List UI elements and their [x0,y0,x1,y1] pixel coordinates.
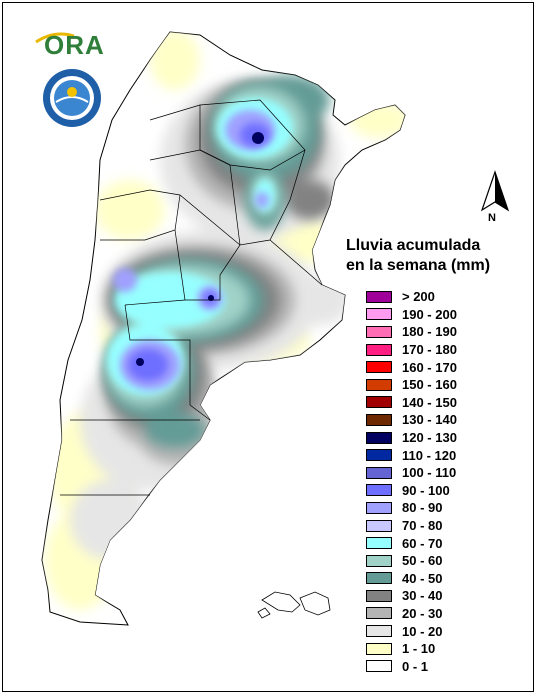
ora-logo-text: ORA [44,30,105,60]
legend-item: 130 - 140 [366,411,457,429]
legend-swatch [366,554,392,567]
legend-label: 1 - 10 [402,641,436,657]
legend-label: 120 - 130 [402,430,457,446]
legend-label: 90 - 100 [402,482,450,498]
legend-item: 0 - 1 [366,657,457,675]
legend-item: 1 - 10 [366,640,457,658]
legend-label: 180 - 190 [402,324,457,340]
legend-swatch [366,290,392,303]
legend-label: 20 - 30 [402,605,443,621]
legend-label: 130 - 140 [402,412,457,428]
legend-item: 30 - 40 [366,587,457,605]
legend-label: 30 - 40 [402,588,443,604]
legend-label: 50 - 60 [402,553,443,569]
legend-item: 150 - 160 [366,376,457,394]
legend-swatch [366,607,392,620]
legend-label: 170 - 180 [402,342,457,358]
legend-title-line2: en la semana (mm) [346,257,491,274]
legend-item: 140 - 150 [366,394,457,412]
legend-swatch [366,660,392,673]
legend-label: 160 - 170 [402,359,457,375]
legend-swatch [366,449,392,462]
legend-swatch [366,642,392,655]
legend-swatch [366,378,392,391]
legend-swatch [366,501,392,514]
legend-swatch [366,308,392,321]
legend-item: 180 - 190 [366,323,457,341]
legend-item: 10 - 20 [366,622,457,640]
legend-swatch [366,413,392,426]
legend-swatch [366,361,392,374]
legend-item: 100 - 110 [366,464,457,482]
legend-swatch [366,625,392,638]
legend-label: > 200 [402,289,435,305]
legend-label: 10 - 20 [402,623,443,639]
legend-item: 190 - 200 [366,306,457,324]
legend-item: 50 - 60 [366,552,457,570]
north-arrow-icon [480,170,510,212]
legend-label: 110 - 120 [402,447,457,463]
legend-swatch [366,396,392,409]
ora-logo-icon [35,32,75,44]
legend-item: 60 - 70 [366,534,457,552]
legend-item: 20 - 30 [366,605,457,623]
legend-label: 100 - 110 [402,465,457,481]
legend-title: Lluvia acumulada en la semana (mm) [346,236,526,276]
legend-swatch [366,325,392,338]
legend-label: 80 - 90 [402,500,443,516]
smn-seal-icon [43,69,101,127]
legend-swatch [366,431,392,444]
legend-swatch [366,519,392,532]
legend-item: 110 - 120 [366,446,457,464]
legend-item: 40 - 50 [366,570,457,588]
legend-label: 0 - 1 [402,658,429,674]
legend-item: 80 - 90 [366,499,457,517]
legend-label: 40 - 50 [402,570,443,586]
legend-swatch [366,343,392,356]
legend-swatch [366,484,392,497]
legend: > 200 190 - 200 180 - 190 170 - 180 160 - 17… [366,288,457,675]
legend-item: 160 - 170 [366,358,457,376]
legend-label: 60 - 70 [402,535,443,551]
legend-swatch [366,572,392,585]
legend-item: 70 - 80 [366,517,457,535]
north-label: N [488,212,496,224]
legend-title-line1: Lluvia acumulada [346,237,481,254]
legend-item: > 200 [366,288,457,306]
legend-label: 140 - 150 [402,394,457,410]
malvinas-islands [257,591,331,619]
legend-label: 150 - 160 [402,377,457,393]
legend-swatch [366,537,392,550]
legend-label: 190 - 200 [402,306,457,322]
legend-label: 70 - 80 [402,518,443,534]
legend-swatch [366,466,392,479]
legend-item: 170 - 180 [366,341,457,359]
legend-item: 120 - 130 [366,429,457,447]
legend-swatch [366,589,392,602]
legend-item: 90 - 100 [366,482,457,500]
